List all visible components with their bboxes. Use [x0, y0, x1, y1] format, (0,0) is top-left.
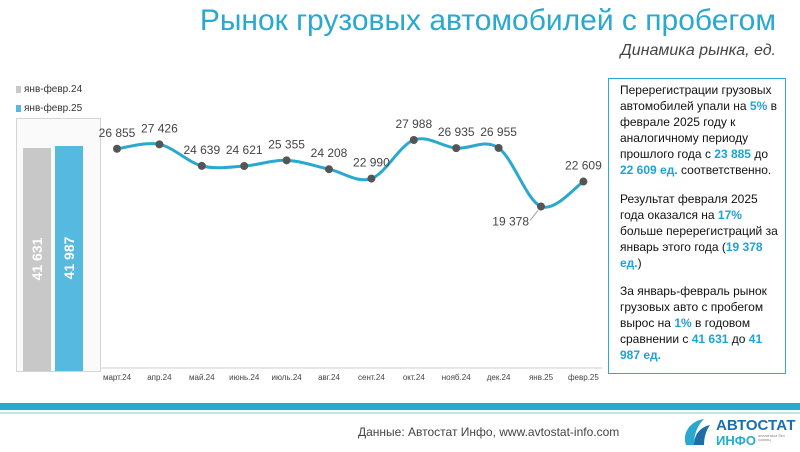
data-label-4: 25 355: [268, 137, 305, 151]
x-tick-label-0: март.24: [103, 373, 132, 382]
data-point-2: [197, 161, 206, 170]
data-label-8: 26 935: [438, 125, 475, 139]
data-label-3: 24 621: [226, 143, 263, 157]
info-highlight-1-5: 22 609 ед.: [620, 162, 678, 177]
bar-jan-feb-2025: 41 987: [55, 145, 83, 371]
data-point-11: [579, 177, 588, 186]
info-text-1-4: до: [750, 146, 768, 161]
info-text-2-4: ): [637, 255, 642, 270]
data-label-0: 26 855: [99, 126, 136, 140]
logo-tagline: аналитика без границ: [758, 433, 785, 443]
data-label-9: 26 955: [480, 125, 517, 139]
data-label-10: 19 378: [492, 215, 529, 229]
x-tick-label-6: сент.24: [358, 373, 385, 382]
data-point-1: [155, 140, 164, 149]
info-highlight-2-3: 19 378 ед.: [620, 239, 763, 270]
info-highlight-3-3: 41 631: [691, 332, 729, 347]
data-point-5: [325, 165, 333, 174]
info-paragraph-2: Результат февраля 2025 года оказался на …: [620, 192, 780, 272]
info-text-3-4: до: [728, 332, 749, 347]
x-tick-label-1: апр.24: [147, 373, 172, 382]
info-text-3-2: в годовом сравнении с: [620, 316, 751, 347]
legend-swatch-2024: [16, 86, 21, 93]
info-highlight-3-5: 41 987 ед.: [620, 332, 763, 363]
legend-swatch-2025: [16, 105, 21, 112]
info-highlight-2-1: 17%: [717, 207, 742, 222]
logo-text-top: АВТОСТАТ: [716, 417, 796, 434]
data-label-2: 24 639: [183, 143, 220, 157]
logo-icon: [684, 419, 710, 445]
x-tick-label-9: дек.24: [487, 373, 511, 382]
data-source-text: Данные: Автостат Инфо, www.avtostat-info…: [358, 425, 620, 439]
info-panel: Перерегистрации грузовых автомобилей упа…: [608, 78, 786, 374]
x-tick-label-11: февр.25: [568, 373, 599, 382]
info-text-3-0: За январь-февраль рынок грузовых авто с …: [620, 284, 767, 331]
info-text-1-0: Перерегистрации грузовых автомобилей упа…: [620, 83, 772, 113]
info-paragraph-1: Перерегистрации грузовых автомобилей упа…: [620, 83, 780, 179]
x-tick-label-5: авг.24: [318, 373, 340, 382]
info-paragraph-3: За январь-февраль рынок грузовых авто с …: [620, 284, 780, 364]
info-text-2-2: больше перерегистраций за январь этого г…: [620, 223, 778, 254]
info-highlight-1-3: 23 885: [714, 146, 751, 161]
data-point-7: [409, 136, 418, 144]
data-label-6: 22 990: [353, 156, 390, 170]
data-label-leader-10: [529, 210, 539, 221]
bar-jan-feb-2024: 41 631: [23, 147, 51, 371]
x-tick-label-8: нояб.24: [442, 373, 471, 382]
data-point-4: [282, 156, 291, 165]
footer-divider: [0, 403, 800, 410]
logo-text-bottom: ИНФО: [716, 433, 756, 448]
page-title: Рынок грузовых автомобилей с пробегом: [199, 4, 776, 37]
info-highlight-1-1: 5%: [749, 98, 768, 113]
data-label-7: 27 988: [395, 117, 432, 131]
x-tick-label-7: окт.24: [403, 373, 425, 382]
data-label-5: 24 208: [311, 146, 348, 160]
legend-label-2024: янв-февр.24: [24, 84, 83, 95]
legend-label-2025: янв-февр.25: [24, 103, 83, 114]
info-highlight-3-1: 1%: [674, 316, 692, 331]
data-label-1: 27 426: [141, 121, 178, 135]
data-point-6: [367, 174, 376, 183]
data-point-0: [113, 144, 121, 153]
legend-item-2024: янв-февр.24: [16, 84, 82, 95]
legend-item-2025: янв-февр.25: [16, 103, 82, 114]
page-subtitle: Динамика рынка, ед.: [620, 42, 776, 59]
info-text-2-0: Результат февраля 2025 года оказался на: [620, 191, 758, 222]
info-text-1-6: соответственно.: [677, 162, 772, 177]
x-tick-label-4: июль.24: [271, 373, 302, 382]
data-point-9: [494, 143, 503, 152]
comparison-bar-panel: 41 631 41 987: [16, 118, 101, 372]
footer-divider-thin: [0, 412, 800, 414]
data-point-8: [452, 144, 461, 153]
avtostat-logo: АВТОСТАТ ИНФО аналитика без границ: [680, 414, 796, 450]
data-point-3: [240, 162, 249, 171]
x-tick-label-2: май.24: [189, 373, 215, 382]
data-label-11: 22 609: [565, 159, 602, 173]
info-text-1-2: в феврале 2025 году к аналогичному перио…: [620, 98, 777, 161]
x-tick-label-10: янв.25: [529, 373, 554, 382]
x-tick-label-3: июнь.24: [229, 373, 260, 382]
data-point-10: [537, 202, 545, 211]
